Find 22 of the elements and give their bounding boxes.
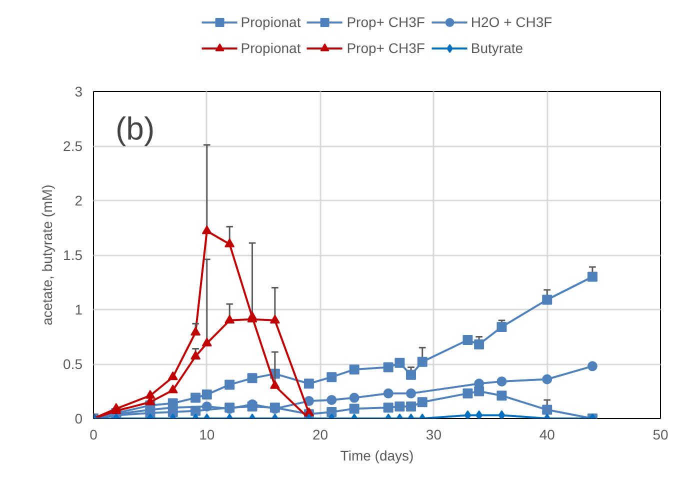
y-tick-label: 3 [74, 84, 83, 100]
x-tick-label: 10 [199, 426, 215, 442]
y-tick-label: 1 [74, 302, 83, 318]
x-axis-title: Time (days) [340, 448, 414, 464]
legend-label: Propionat [240, 40, 301, 56]
legend-label: H2O + CH3F [470, 14, 552, 30]
x-tick-label: 30 [426, 426, 442, 442]
y-tick-label: 0.5 [63, 356, 83, 372]
y-tick-label: 0 [74, 410, 83, 426]
legend-label: Propionat [240, 14, 301, 30]
y-tick-label: 2.5 [63, 138, 83, 154]
x-tick-label: 50 [652, 426, 668, 442]
y-axis-title: acetate, butyrate (mM) [39, 184, 56, 326]
annotation: (b) [116, 110, 155, 146]
y-tick-label: 1.5 [63, 247, 83, 263]
y-tick-label: 2 [74, 192, 83, 208]
x-tick-label: 20 [312, 426, 328, 442]
x-tick-label: 0 [90, 426, 98, 442]
legend-label: Butyrate [470, 40, 524, 56]
legend-label: Prop+ CH3F [346, 40, 425, 56]
x-tick-label: 40 [539, 426, 556, 442]
legend-label: Prop+ CH3F [346, 14, 425, 30]
